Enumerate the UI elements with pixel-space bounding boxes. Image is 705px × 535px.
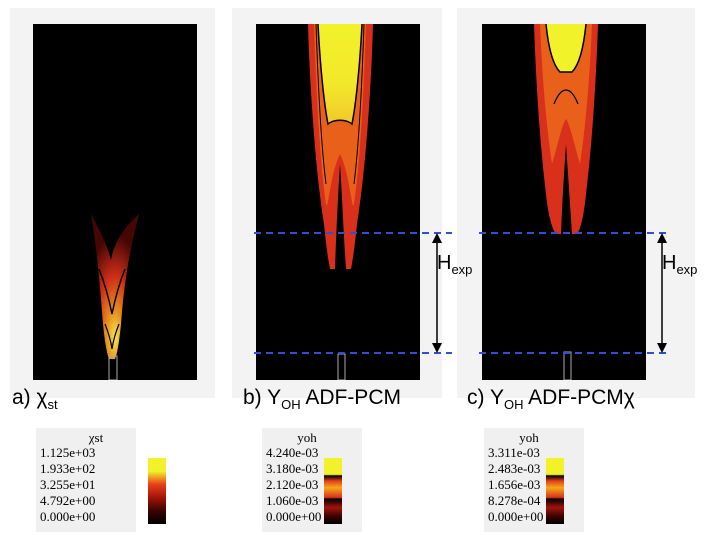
caption-a: a) χst [12,386,58,413]
colorbar-c-tick: 3.311e-03 [488,445,540,460]
colorbar-b-tick: 1.060e-03 [266,493,319,508]
colorbar-a-tick: 0.000e+00 [40,509,96,524]
colorbar-a: χst 1.125e+03 1.933e+02 3.255e+01 4.792e… [36,428,166,532]
colorbar-c-tick: 8.278e-04 [488,493,541,508]
colorbar-b-tick: 3.180e-03 [266,461,319,476]
hexp-label-b: Hexp [437,252,473,277]
colorbar-b-tick: 0.000e+00 [266,509,322,524]
colorbar-a-tick: 4.792e+00 [40,493,96,508]
colorbar-c: yoh 3.311e-03 2.483e-03 1.656e-03 8.278e… [484,428,584,532]
colorbar-a-tick: 1.125e+03 [40,445,96,460]
colorbar-a-tick: 1.933e+02 [40,461,96,476]
colorbar-a-title: χst [88,430,104,445]
colorbar-b-tick: 4.240e-03 [266,445,319,460]
caption-b: b) YOH ADF-PCM [243,386,401,413]
colorbar-a-tick: 3.255e+01 [40,477,96,492]
colorbar-b-title: yoh [297,430,317,445]
colorbar-c-strip [546,458,564,524]
colorbar-a-strip [148,458,166,524]
colorbar-b-tick: 2.120e-03 [266,477,319,492]
colorbar-c-title: yoh [519,430,539,445]
colorbar-c-tick: 2.483e-03 [488,461,541,476]
panel-b-field [256,24,420,380]
panel-a-field [33,24,197,380]
panel-c-field [482,24,646,380]
colorbar-b: yoh 4.240e-03 3.180e-03 2.120e-03 1.060e… [262,428,362,532]
hexp-annotation-b [254,232,452,354]
colorbar-c-tick: 1.656e-03 [488,477,541,492]
colorbar-b-strip [324,458,342,524]
hexp-label-c: Hexp [662,252,698,277]
colorbar-c-tick: 0.000e+00 [488,509,544,524]
hexp-annotation-c [479,232,669,354]
caption-c: c) YOH ADF-PCMχ [467,386,635,413]
